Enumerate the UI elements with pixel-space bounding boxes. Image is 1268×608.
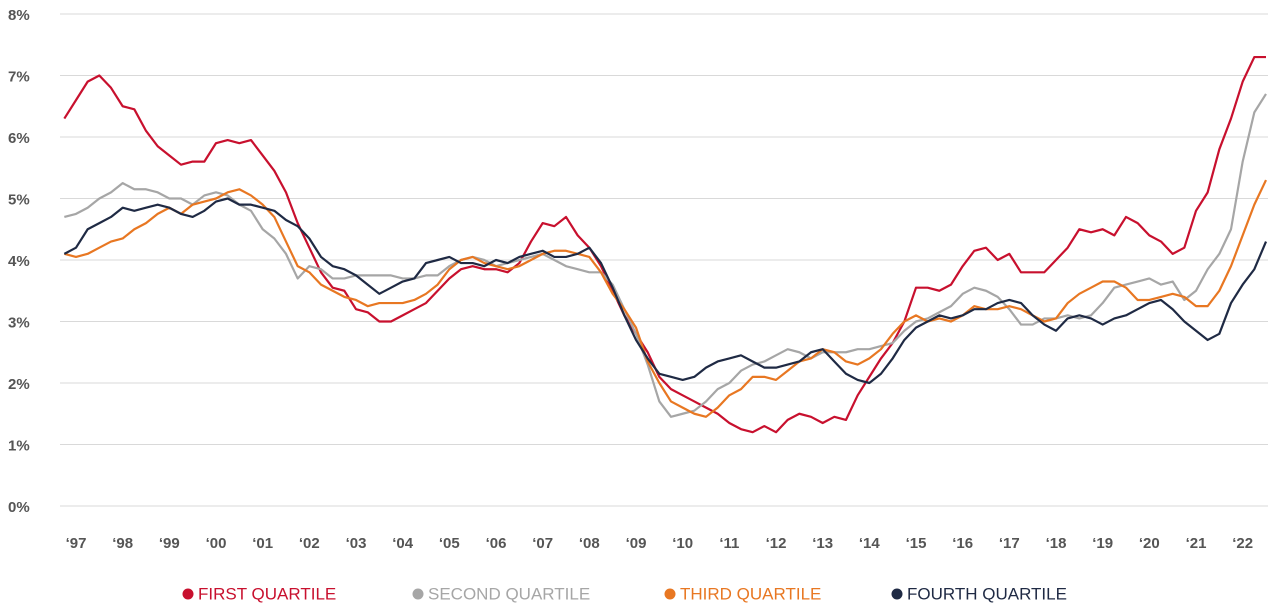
y-tick-label: 8% <box>8 7 30 24</box>
x-tick-label: ‘22 <box>1232 535 1253 552</box>
y-tick-label: 6% <box>8 130 30 147</box>
legend-label: FIRST QUARTILE <box>198 584 336 603</box>
x-tick-label: ‘14 <box>859 535 881 552</box>
y-tick-label: 7% <box>8 68 30 85</box>
legend-label: SECOND QUARTILE <box>428 584 590 603</box>
y-tick-label: 3% <box>8 314 30 331</box>
legend-label: THIRD QUARTILE <box>680 584 821 603</box>
y-tick-label: 2% <box>8 376 30 393</box>
series-line <box>63 55 1266 434</box>
y-tick-label: 4% <box>8 253 30 270</box>
x-tick-label: ‘18 <box>1046 535 1067 552</box>
x-tick-label: ‘20 <box>1139 535 1160 552</box>
x-tick-label: ‘11 <box>719 535 739 552</box>
y-tick-label: 1% <box>8 437 30 454</box>
series-line <box>63 197 1268 385</box>
x-tick-label: ‘19 <box>1092 535 1113 552</box>
x-tick-label: ‘06 <box>486 535 507 552</box>
x-tick-label: ‘99 <box>159 535 180 552</box>
x-tick-label: ‘16 <box>952 535 973 552</box>
x-tick-label: ‘10 <box>672 535 693 552</box>
x-tick-label: ‘08 <box>579 535 600 552</box>
x-tick-label: ‘04 <box>392 535 414 552</box>
series-line <box>64 179 1267 418</box>
x-tick-label: ‘01 <box>252 535 273 552</box>
legend-marker <box>182 588 194 600</box>
series-line <box>64 93 1267 418</box>
legend-marker <box>891 588 903 600</box>
y-tick-label: 0% <box>8 499 30 516</box>
x-tick-label: ‘09 <box>626 535 647 552</box>
x-tick-label: ‘17 <box>999 535 1020 552</box>
x-tick-label: ‘02 <box>299 535 320 552</box>
x-tick-label: ‘12 <box>766 535 787 552</box>
x-tick-label: ‘07 <box>532 535 553 552</box>
y-tick-label: 5% <box>8 191 30 208</box>
x-tick-label: ‘05 <box>439 535 460 552</box>
legend-marker <box>412 588 424 600</box>
x-tick-label: ‘13 <box>812 535 833 552</box>
x-tick-label: ‘15 <box>906 535 927 552</box>
x-tick-label: ‘97 <box>66 535 87 552</box>
legend-label: FOURTH QUARTILE <box>907 584 1067 603</box>
legend-marker <box>664 588 676 600</box>
x-tick-label: ‘21 <box>1186 535 1207 552</box>
x-tick-label: ‘00 <box>206 535 227 552</box>
x-tick-label: ‘98 <box>112 535 133 552</box>
x-tick-label: ‘03 <box>346 535 367 552</box>
